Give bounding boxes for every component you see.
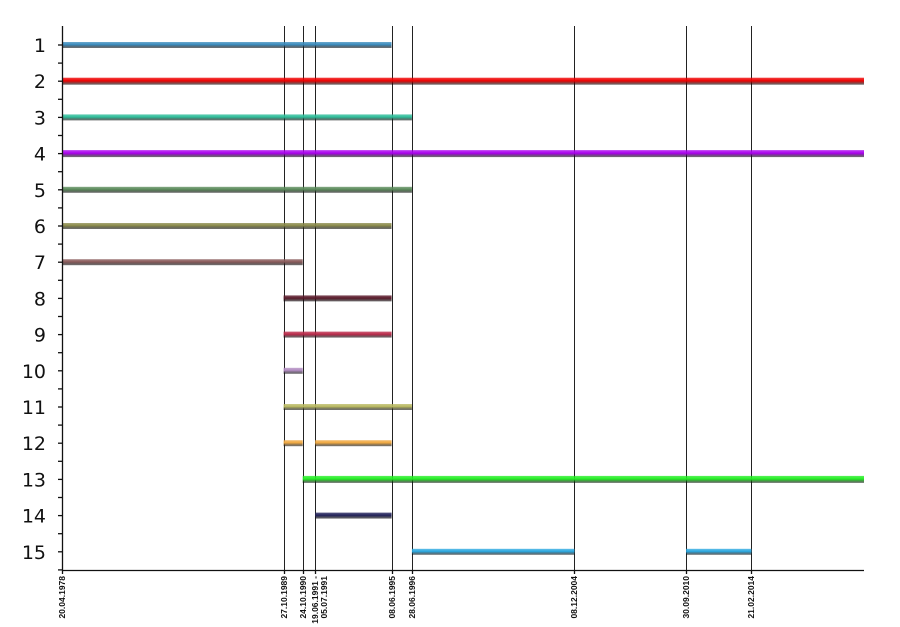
timeline-bar-row-12 — [315, 440, 392, 447]
timeline-bar-row-12 — [283, 440, 303, 447]
timeline-bar-row-6 — [62, 223, 392, 229]
date-label: 28.06.1996 — [407, 576, 417, 619]
row-label: 7 — [34, 252, 46, 274]
date-label: 21.02.2014 — [746, 576, 756, 619]
row-label: 8 — [34, 288, 46, 310]
row-label: 9 — [34, 325, 46, 347]
row-label: 13 — [22, 469, 46, 491]
timeline-bar-row-10 — [283, 367, 303, 374]
timeline-bar-row-4 — [62, 150, 864, 158]
timeline-bar-row-1 — [62, 42, 392, 48]
timeline-bars — [62, 42, 864, 555]
row-label: 12 — [22, 433, 46, 455]
row-label: 11 — [22, 397, 46, 419]
date-label: 30.09.2010 — [681, 576, 691, 619]
date-label: 27.10.1989 — [279, 576, 289, 619]
timeline-bar-row-8 — [283, 295, 392, 302]
row-label: 3 — [34, 107, 46, 129]
timeline-bar-row-14 — [315, 512, 392, 519]
timeline-bar-row-13 — [302, 475, 864, 483]
timeline-bar-row-9 — [283, 331, 392, 338]
timeline-bar-row-15 — [686, 548, 752, 555]
axes — [58, 26, 864, 574]
timeline-bar-row-3 — [62, 114, 412, 121]
row-label: 15 — [22, 542, 46, 564]
date-label: 08.06.1995 — [387, 576, 397, 619]
row-label: 14 — [22, 506, 46, 528]
timeline-bar-row-15 — [411, 548, 575, 555]
date-label: 05.07.1991 — [319, 576, 329, 619]
date-label: 24.10.1990 — [298, 576, 308, 619]
row-label: 2 — [34, 71, 46, 93]
timeline-bar-row-2 — [62, 77, 864, 85]
timeline-bar-row-5 — [62, 186, 412, 193]
row-label: 5 — [34, 180, 46, 202]
date-label: 20.04.1978 — [57, 576, 67, 619]
timeline-bar-row-11 — [283, 404, 412, 410]
row-label: 1 — [34, 35, 46, 57]
row-label: 4 — [34, 144, 46, 166]
date-label: 19.06.1991 - — [310, 576, 320, 624]
date-label: 08.12.2004 — [569, 576, 579, 619]
row-label: 10 — [22, 361, 46, 383]
row-label: 6 — [34, 216, 46, 238]
date-labels: 20.04.1978 27.10.1989 24.10.1990 19.06.1991… — [57, 576, 756, 624]
timeline-bar-row-7 — [62, 259, 303, 266]
